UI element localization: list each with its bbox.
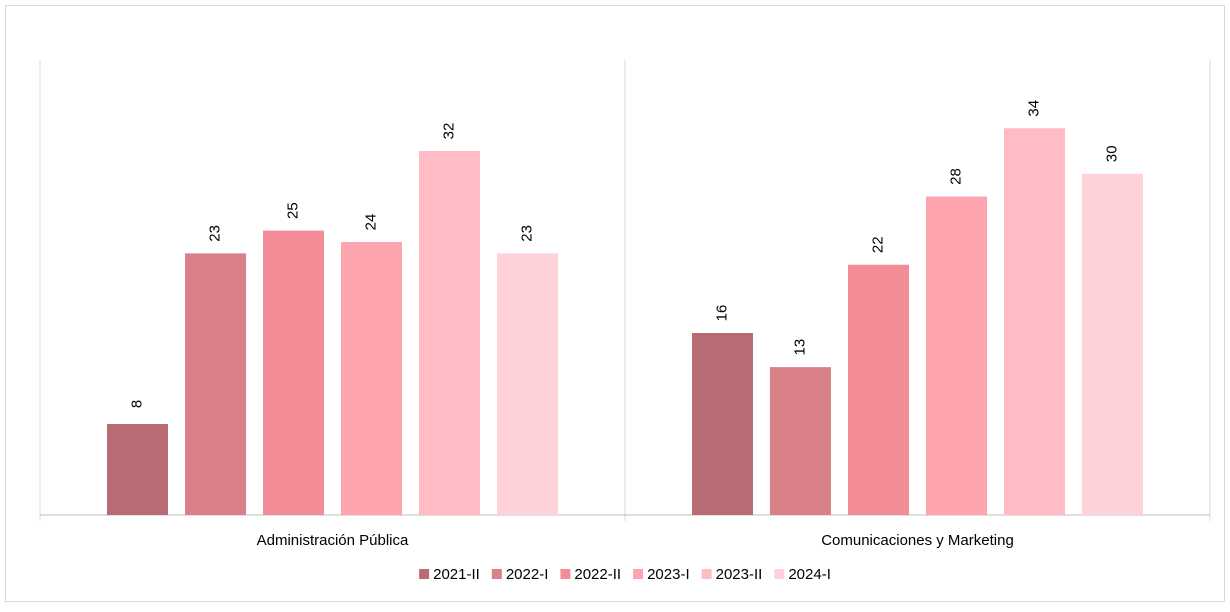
bar	[926, 196, 987, 515]
data-label: 23	[518, 225, 535, 242]
legend-swatch	[419, 569, 430, 579]
x-tick-label: Administración Pública	[257, 532, 409, 549]
bar	[185, 253, 246, 515]
data-label: 8	[128, 400, 145, 408]
bar	[497, 253, 558, 515]
bar	[770, 367, 831, 515]
data-label: 34	[1025, 100, 1042, 117]
legend-label: 2023-I	[647, 566, 690, 583]
data-label: 25	[284, 202, 301, 219]
legend-label: 2023-II	[716, 566, 763, 583]
data-label: 23	[206, 225, 223, 242]
legend-label: 2021-II	[433, 566, 480, 583]
data-label: 32	[440, 123, 457, 140]
legend-swatch	[774, 569, 785, 579]
x-tick-label: Comunicaciones y Marketing	[821, 532, 1014, 549]
bar	[848, 264, 909, 515]
legend-swatch	[701, 569, 712, 579]
data-label: 30	[1103, 145, 1120, 162]
data-label: 16	[713, 305, 730, 322]
data-label: 22	[869, 236, 886, 253]
bar	[692, 333, 753, 515]
legend-label: 2022-II	[574, 566, 621, 583]
data-label: 13	[791, 339, 808, 356]
bar	[341, 242, 402, 515]
legend-label: 2024-I	[788, 566, 831, 583]
bar	[1004, 128, 1065, 515]
legend-swatch	[491, 569, 502, 579]
legend-label: 2022-I	[506, 566, 549, 583]
bar	[107, 424, 168, 515]
bar	[263, 230, 324, 515]
bar	[1082, 173, 1143, 515]
legend-swatch	[560, 569, 571, 579]
data-label: 24	[362, 214, 379, 231]
data-label: 28	[947, 168, 964, 185]
legend-swatch	[633, 569, 644, 579]
bar	[419, 151, 480, 515]
